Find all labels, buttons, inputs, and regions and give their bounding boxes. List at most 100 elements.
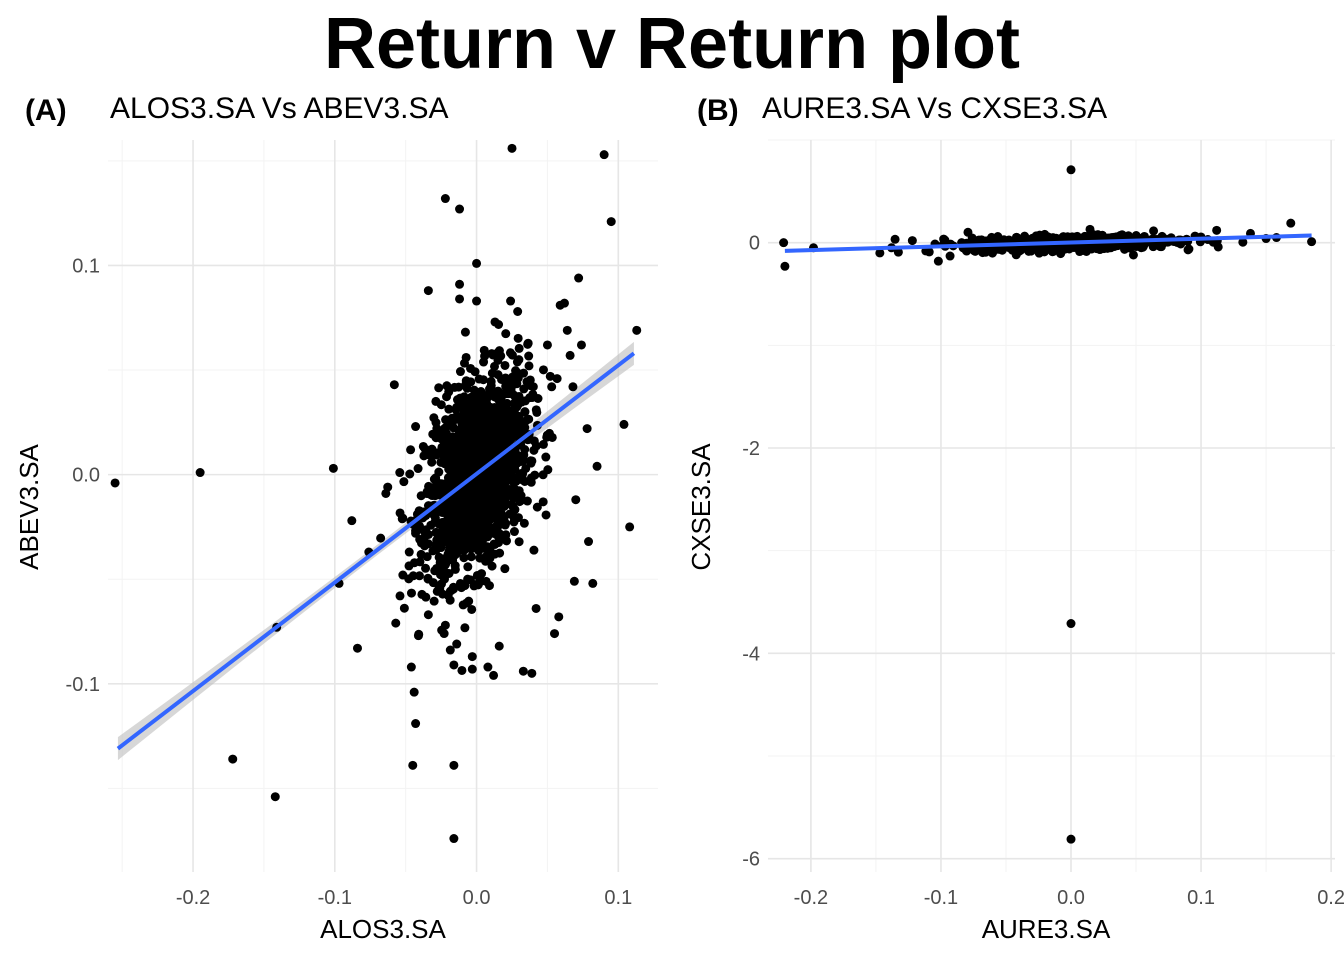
scatter-point <box>1238 237 1248 247</box>
scatter-point <box>522 377 532 387</box>
scatter-point <box>270 792 280 802</box>
scatter-point <box>569 576 579 586</box>
scatter-point <box>417 589 427 599</box>
scatter-point <box>460 327 470 337</box>
panel-b: (B) AURE3.SA Vs CXSE3.SA -0.2 -0.1 0.0 0.1 0… <box>686 92 1344 944</box>
scatter-point <box>488 418 498 428</box>
scatter-point <box>443 446 453 456</box>
x-tick-label: 0.0 <box>1057 887 1085 909</box>
x-tick-label: 0.2 <box>1317 887 1344 909</box>
panel-b-x-axis-title: AURE3.SA <box>982 914 1111 944</box>
scatter-point <box>538 497 548 507</box>
scatter-point <box>467 604 477 614</box>
scatter-point <box>592 461 602 471</box>
scatter-point <box>432 424 442 434</box>
panel-a-title: ALOS3.SA Vs ABEV3.SA <box>110 92 449 125</box>
scatter-point <box>404 547 414 557</box>
scatter-point <box>516 452 526 462</box>
scatter-point <box>460 623 470 633</box>
scatter-point <box>497 436 507 446</box>
scatter-point <box>228 754 238 764</box>
scatter-point <box>506 296 516 306</box>
scatter-point <box>409 687 419 697</box>
scatter-point <box>508 420 518 430</box>
scatter-point <box>474 374 484 384</box>
scatter-point <box>599 150 609 160</box>
scatter-point <box>471 461 481 471</box>
scatter-point <box>893 247 903 257</box>
scatter-point <box>423 573 433 583</box>
scatter-point <box>513 333 523 343</box>
scatter-point <box>542 340 552 350</box>
scatter-point <box>443 511 453 521</box>
y-tick-label: -0.1 <box>66 674 100 696</box>
scatter-point <box>502 406 512 416</box>
scatter-point <box>489 670 499 680</box>
scatter-point <box>468 437 478 447</box>
panel-b-y-axis-title: CXSE3.SA <box>686 443 716 571</box>
scatter-point <box>625 522 635 532</box>
scatter-point <box>459 471 469 481</box>
scatter-point <box>426 449 436 459</box>
scatter-point <box>443 532 453 542</box>
y-tick-label: -4 <box>742 643 760 665</box>
scatter-point <box>476 487 486 497</box>
scatter-point <box>528 389 538 399</box>
scatter-point <box>547 382 557 392</box>
scatter-point <box>454 382 464 392</box>
scatter-point <box>430 566 440 576</box>
scatter-point <box>413 464 423 474</box>
scatter-point <box>110 478 120 488</box>
scatter-point <box>495 548 505 558</box>
scatter-point <box>529 545 539 555</box>
scatter-point <box>1048 246 1058 256</box>
scatter-point <box>519 419 529 429</box>
scatter-point <box>495 397 505 407</box>
scatter-point <box>507 459 517 469</box>
scatter-point <box>582 424 592 434</box>
scatter-point <box>195 468 205 478</box>
x-tick-label: 0.1 <box>604 887 632 909</box>
scatter-point <box>472 476 482 486</box>
scatter-point <box>459 406 469 416</box>
scatter-point <box>406 588 416 598</box>
scatter-point <box>452 639 462 649</box>
scatter-point <box>450 564 460 574</box>
scatter-point <box>427 457 437 467</box>
scatter-point <box>571 495 581 505</box>
scatter-point <box>526 477 536 487</box>
scatter-point <box>1307 237 1317 247</box>
scatter-point <box>429 596 439 606</box>
scatter-point <box>424 529 434 539</box>
scatter-point <box>441 415 451 425</box>
scatter-point <box>406 445 416 455</box>
scatter-point <box>430 513 440 523</box>
scatter-point <box>514 343 524 353</box>
scatter-point <box>518 469 528 479</box>
scatter-point <box>500 564 510 574</box>
scatter-point <box>508 380 518 390</box>
scatter-point <box>780 261 790 271</box>
scatter-point <box>1108 241 1118 251</box>
scatter-point <box>454 507 464 517</box>
scatter-point <box>513 306 523 316</box>
scatter-point <box>399 477 409 487</box>
scatter-point <box>490 539 500 549</box>
scatter-point <box>455 204 465 214</box>
scatter-point <box>538 365 548 375</box>
scatter-point <box>406 662 416 672</box>
scatter-point <box>479 345 489 355</box>
x-tick-label: -0.1 <box>924 887 958 909</box>
scatter-point <box>513 395 523 405</box>
scatter-point <box>584 537 594 547</box>
scatter-point <box>485 503 495 513</box>
scatter-point <box>457 413 467 423</box>
scatter-point <box>376 533 386 543</box>
scatter-point <box>519 518 529 528</box>
scatter-point <box>532 502 542 512</box>
scatter-point <box>500 360 510 370</box>
scatter-point <box>455 367 465 377</box>
scatter-point <box>555 300 565 310</box>
scatter-point <box>491 390 501 400</box>
scatter-point <box>459 545 469 555</box>
